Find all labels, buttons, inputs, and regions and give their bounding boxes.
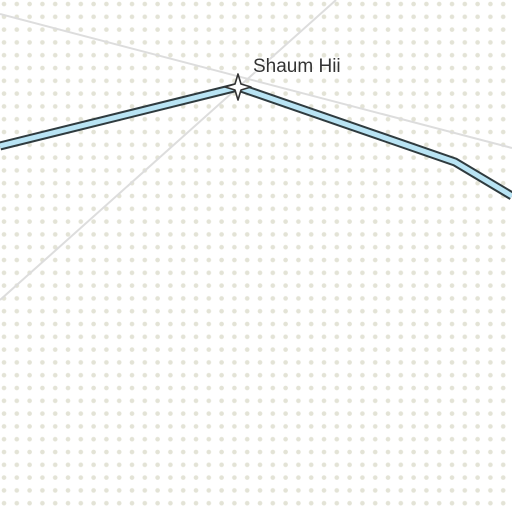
peak-label[interactable]: Shaum Hii <box>253 56 341 77</box>
route-line[interactable] <box>0 84 512 199</box>
peak-star-icon[interactable] <box>224 73 252 101</box>
boundary-line-east-west <box>0 13 512 149</box>
boundary-line-diagonal <box>0 0 337 301</box>
